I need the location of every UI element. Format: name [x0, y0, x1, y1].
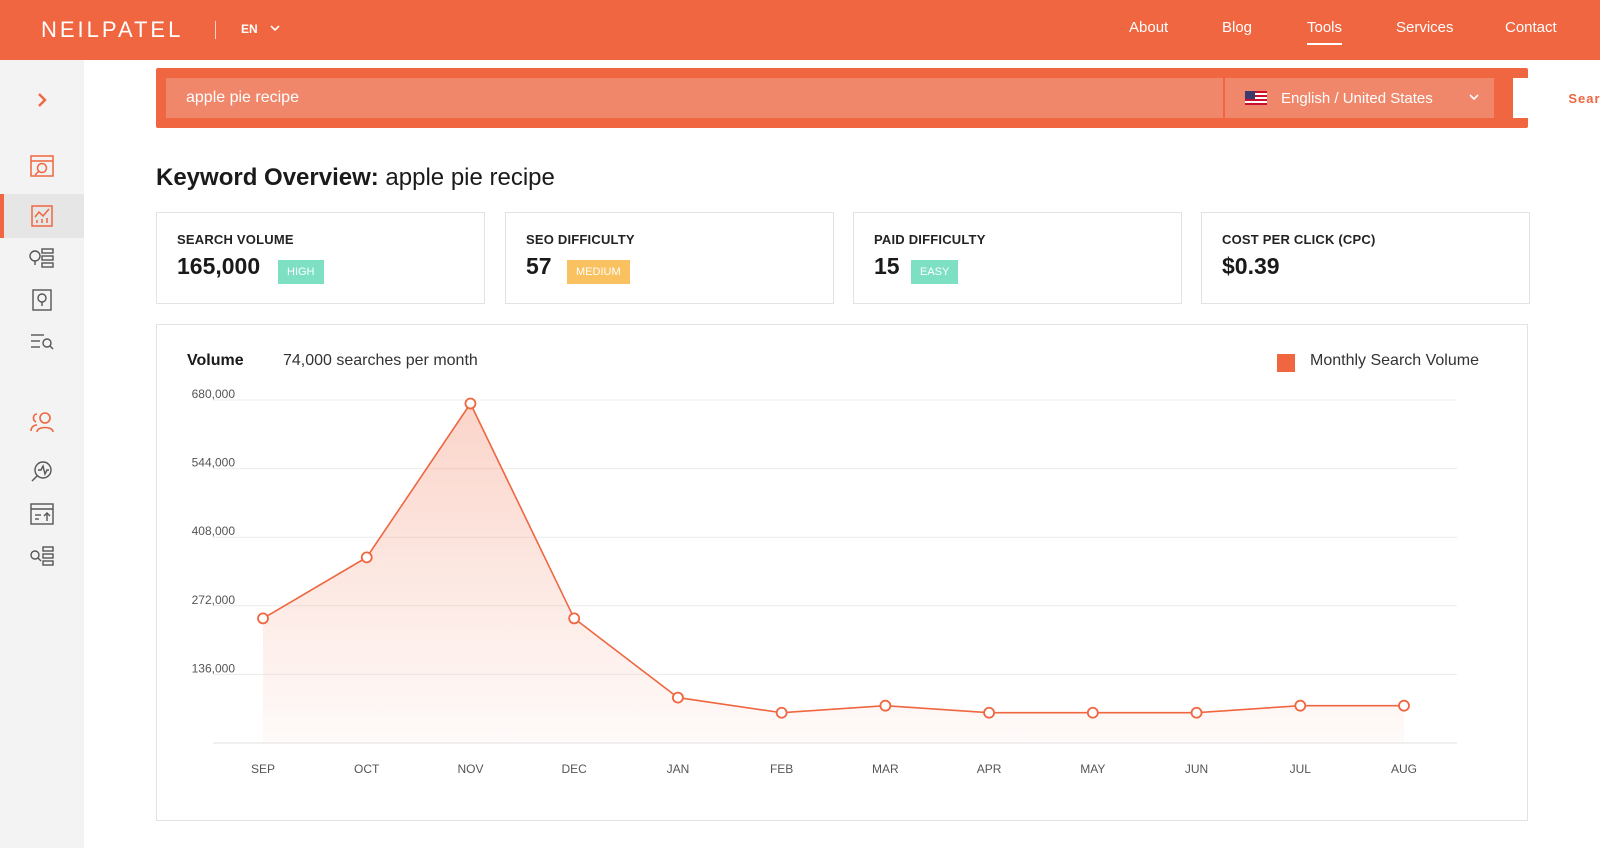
locale-dropdown[interactable]: English / United States [1225, 78, 1494, 118]
metric-label: PAID DIFFICULTY [874, 232, 986, 247]
sidebar-item-backlinks[interactable] [0, 492, 84, 536]
sidebar-item-competitor[interactable] [0, 534, 84, 578]
site-audit-icon [30, 155, 54, 177]
x-tick-label: APR [977, 762, 1002, 776]
chevron-down-icon[interactable] [269, 22, 281, 34]
data-point-may [1086, 706, 1099, 719]
users-icon [30, 412, 54, 433]
chart-title: Volume [187, 352, 244, 369]
page-title-prefix: Keyword Overview: [156, 164, 379, 191]
rank-tracker-icon [31, 461, 52, 482]
data-point-feb [775, 706, 788, 719]
keyword-search-icon [31, 334, 54, 350]
sidebar [0, 60, 84, 848]
legend-swatch [1277, 354, 1295, 372]
difficulty-badge: EASY [911, 260, 959, 284]
data-point-dec [568, 612, 581, 625]
data-point-aug [1398, 699, 1410, 712]
sidebar-item-keyword-ideas[interactable] [0, 236, 84, 280]
sidebar-item-site-audit[interactable] [0, 144, 84, 188]
us-flag-icon [1245, 91, 1267, 105]
content-ideas-icon [32, 289, 52, 311]
keyword-overview-icon [31, 205, 53, 227]
nav-blog[interactable]: Blog [1222, 19, 1253, 36]
chevron-down-icon [1469, 94, 1479, 101]
metric-value: $0.39 [1222, 253, 1280, 279]
data-point-oct [360, 551, 373, 564]
language-selector[interactable]: EN [241, 22, 258, 36]
x-tick-label: MAR [872, 762, 899, 776]
data-point-jan [672, 691, 684, 704]
x-tick-label: MAY [1080, 762, 1105, 776]
y-tick-label: 272,000 [192, 593, 236, 607]
nav-contact[interactable]: Contact [1505, 19, 1557, 36]
difficulty-badge: HIGH [278, 260, 324, 284]
data-point-jul [1294, 699, 1307, 712]
neilpatel-logo[interactable]: NEILPATEL [41, 17, 184, 42]
chart-summary: 74,000 searches per month [283, 352, 478, 369]
competitor-icon [30, 546, 54, 566]
sidebar-item-users[interactable] [0, 400, 84, 444]
sidebar-expand-chevron-icon[interactable] [34, 92, 50, 108]
keyword-search-input[interactable] [166, 78, 1223, 118]
nav-tools[interactable]: Tools [1307, 19, 1343, 45]
data-point-nov [464, 397, 477, 410]
y-tick-label: 544,000 [192, 456, 236, 470]
sidebar-item-content-ideas[interactable] [0, 278, 84, 322]
keyword-search-bar: English / United States Search [156, 68, 1600, 128]
legend-label: Monthly Search Volume [1310, 352, 1479, 369]
top-navbar: NEILPATEL EN About Blog Tools Services C… [0, 0, 1600, 60]
backlinks-icon [30, 503, 54, 525]
y-tick-label: 680,000 [192, 387, 236, 401]
metric-label: COST PER CLICK (CPC) [1222, 232, 1376, 247]
metric-label: SEARCH VOLUME [177, 232, 294, 247]
metric-value: 15 [874, 253, 900, 279]
metric-card-search-volume: SEARCH VOLUME 165,000 HIGH [156, 212, 485, 304]
y-tick-label: 408,000 [192, 524, 236, 538]
data-point-mar [879, 699, 892, 712]
volume-chart: 136,000 272,000 408,000 544,000 680,000 SEP OC… [192, 387, 1457, 776]
page-title: Keyword Overview: apple pie recipe [156, 164, 555, 192]
sidebar-item-rank-tracker[interactable] [0, 450, 84, 494]
metric-label: SEO DIFFICULTY [526, 232, 635, 247]
sidebar-item-keyword-search[interactable] [0, 320, 84, 364]
page-title-keyword: apple pie recipe [385, 164, 555, 191]
nav-about[interactable]: About [1129, 19, 1169, 36]
x-tick-label: NOV [457, 762, 483, 776]
sidebar-item-keyword-overview[interactable] [0, 194, 84, 238]
logo-divider [215, 21, 216, 39]
difficulty-badge: MEDIUM [567, 260, 630, 284]
metric-card-seo-difficulty: SEO DIFFICULTY 57 MEDIUM [505, 212, 834, 304]
x-tick-label: AUG [1391, 762, 1417, 776]
metric-value: 57 [526, 253, 552, 279]
x-tick-label: SEP [251, 762, 275, 776]
x-tick-label: JAN [667, 762, 690, 776]
x-tick-label: JUN [1185, 762, 1208, 776]
locale-label: English / United States [1281, 90, 1433, 107]
nav-services[interactable]: Services [1396, 19, 1454, 36]
data-point-jun [1190, 706, 1203, 719]
x-tick-label: OCT [354, 762, 380, 776]
metric-value: 165,000 [177, 253, 261, 279]
series-line [262, 401, 1404, 714]
x-tick-label: DEC [562, 762, 588, 776]
data-point-sep [257, 612, 269, 625]
search-button[interactable]: Search [1513, 78, 1600, 118]
x-tick-label: JUL [1290, 762, 1312, 776]
series-area [263, 403, 1404, 743]
metric-card-paid-difficulty: PAID DIFFICULTY 15 EASY [853, 212, 1182, 304]
x-tick-label: FEB [770, 762, 793, 776]
keyword-ideas-icon [29, 248, 54, 268]
metric-card-cpc: COST PER CLICK (CPC) $0.39 [1201, 212, 1530, 304]
data-point-apr [983, 706, 995, 719]
y-tick-label: 136,000 [192, 661, 236, 675]
volume-chart-panel: Volume 74,000 searches per month Monthly… [156, 324, 1528, 821]
